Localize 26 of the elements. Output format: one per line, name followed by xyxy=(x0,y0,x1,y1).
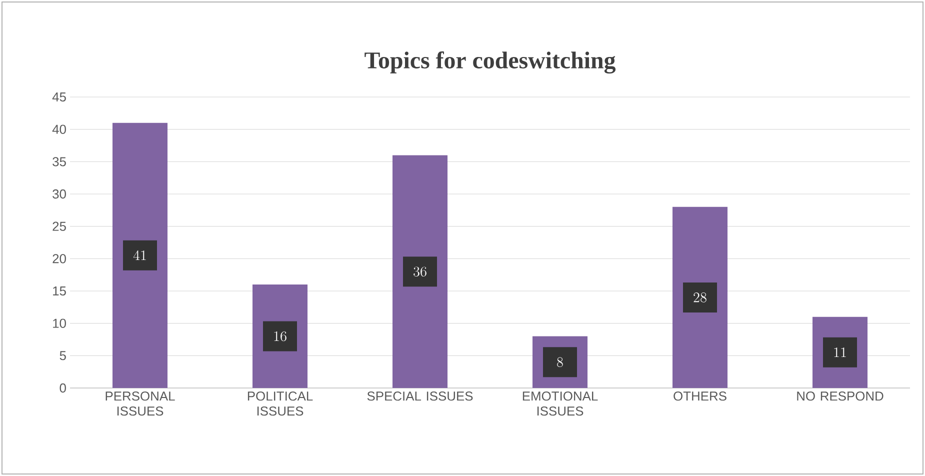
y-tick-label: 35 xyxy=(52,157,66,166)
y-tick-label: 0 xyxy=(60,383,66,393)
y-tick-label: 45 xyxy=(52,92,66,102)
chart-title: Topics for codeswitching xyxy=(364,51,616,74)
bar xyxy=(672,206,728,388)
data-label: 28 xyxy=(694,292,706,302)
x-tick-label: EMOTIONAL ISSUES xyxy=(522,392,598,416)
data-label: 8 xyxy=(557,357,563,368)
x-tick-label: OTHERS xyxy=(674,392,726,401)
bar xyxy=(392,155,448,388)
y-tick-label: 15 xyxy=(53,286,66,296)
bar xyxy=(112,122,168,388)
data-label: 41 xyxy=(133,250,146,260)
x-tick-label: PERSONAL ISSUES xyxy=(106,392,175,416)
y-tick-label: 40 xyxy=(52,124,66,134)
x-tick-label: NO RESPOND xyxy=(797,392,884,401)
y-tick-label: 20 xyxy=(52,254,66,264)
y-tick-label: 25 xyxy=(52,222,66,231)
data-label: 36 xyxy=(414,266,426,277)
y-tick-label: 30 xyxy=(52,189,66,199)
y-tick-label: 5 xyxy=(60,351,66,360)
x-tick-label: SPECIAL ISSUES xyxy=(367,392,473,401)
x-tick-label: POLITICAL ISSUES xyxy=(248,392,313,416)
y-tick-label: 10 xyxy=(53,318,66,328)
data-label: 11 xyxy=(834,348,846,358)
data-label: 16 xyxy=(274,331,286,342)
